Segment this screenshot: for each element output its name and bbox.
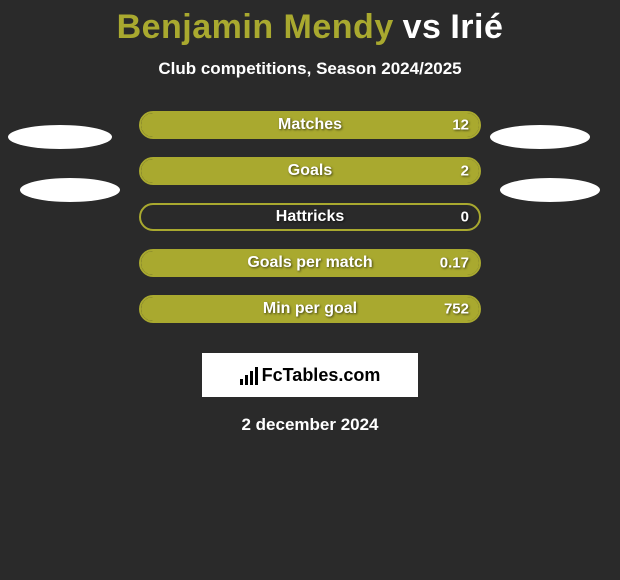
player-avatar-left	[20, 178, 120, 202]
stat-value: 2	[461, 163, 469, 180]
stat-row: Goals 2	[139, 157, 481, 185]
logo-box: FcTables.com	[202, 353, 418, 397]
player-avatar-right	[490, 125, 590, 149]
stat-label: Matches	[278, 116, 342, 134]
stat-value: 752	[444, 301, 469, 318]
page-title: Benjamin Mendy vs Irié	[0, 8, 620, 47]
stat-row: Min per goal 752	[139, 295, 481, 323]
stat-label: Goals	[288, 162, 332, 180]
stat-label: Hattricks	[276, 208, 344, 226]
player-avatar-right	[500, 178, 600, 202]
stat-row: Matches 12	[139, 111, 481, 139]
stat-row: Hattricks 0	[139, 203, 481, 231]
stat-value: 0.17	[440, 255, 469, 272]
stat-rows: Matches 12 Goals 2 Hattricks 0 Goals per match…	[139, 111, 481, 323]
subtitle: Club competitions, Season 2024/2025	[0, 59, 620, 79]
stat-value: 12	[452, 117, 469, 134]
logo-text: FcTables.com	[262, 365, 381, 386]
date-line: 2 december 2024	[0, 415, 620, 435]
chart-icon	[240, 365, 258, 385]
title-vs: vs	[403, 8, 442, 46]
stat-row: Goals per match 0.17	[139, 249, 481, 277]
title-player1: Benjamin Mendy	[117, 8, 394, 46]
comparison-container: Benjamin Mendy vs Irié Club competitions…	[0, 0, 620, 435]
stat-label: Goals per match	[247, 254, 372, 272]
player-avatar-left	[8, 125, 112, 149]
stat-label: Min per goal	[263, 300, 357, 318]
title-player2: Irié	[450, 8, 503, 46]
stat-value: 0	[461, 209, 469, 226]
